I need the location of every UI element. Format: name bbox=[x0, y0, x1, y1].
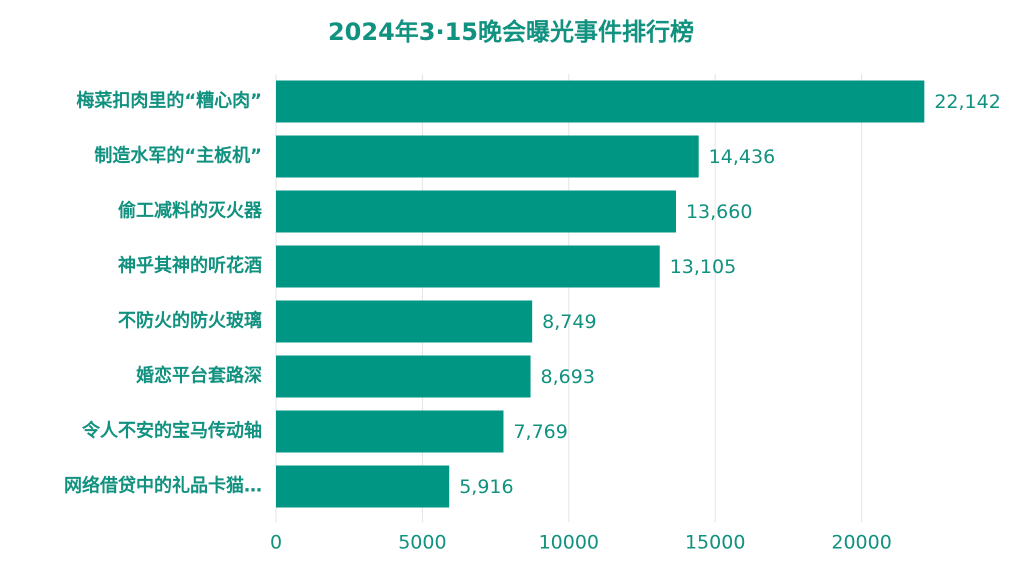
bar bbox=[276, 190, 676, 233]
y-tick-label: 梅菜扣肉里的“糟心肉” bbox=[76, 90, 262, 112]
bar bbox=[276, 410, 504, 453]
bar bbox=[276, 80, 925, 123]
bar bbox=[276, 245, 660, 288]
value-label: 13,660 bbox=[686, 201, 752, 223]
x-tick-label: 15000 bbox=[685, 532, 745, 554]
y-tick-label: 神乎其神的听花酒 bbox=[118, 255, 262, 277]
y-tick-label: 令人不安的宝马传动轴 bbox=[81, 420, 262, 442]
x-tick-label: 10000 bbox=[539, 532, 599, 554]
y-tick-label: 偷工减料的灭火器 bbox=[118, 200, 263, 222]
chart-title: 2024年3·15晚会曝光事件排行榜 bbox=[328, 18, 694, 46]
value-label: 8,749 bbox=[542, 311, 596, 333]
value-label: 5,916 bbox=[459, 476, 513, 498]
x-tick-label: 0 bbox=[270, 532, 282, 554]
x-tick-label: 5000 bbox=[398, 532, 446, 554]
y-tick-label: 不防火的防火玻璃 bbox=[118, 310, 262, 332]
bar bbox=[276, 300, 533, 343]
y-tick-label: 制造水军的“主板机” bbox=[94, 145, 262, 167]
y-tick-label: 婚恋平台套路深 bbox=[136, 365, 262, 387]
value-label: 8,693 bbox=[541, 366, 595, 388]
bar bbox=[276, 465, 450, 508]
x-tick-label: 20000 bbox=[831, 532, 891, 554]
bar bbox=[276, 135, 699, 178]
value-label: 22,142 bbox=[934, 91, 1000, 113]
value-label: 13,105 bbox=[670, 256, 736, 278]
value-label: 14,436 bbox=[709, 146, 775, 168]
bar bbox=[276, 355, 531, 398]
value-label: 7,769 bbox=[513, 421, 567, 443]
y-tick-label: 网络借贷中的礼品卡猫… bbox=[64, 475, 262, 497]
